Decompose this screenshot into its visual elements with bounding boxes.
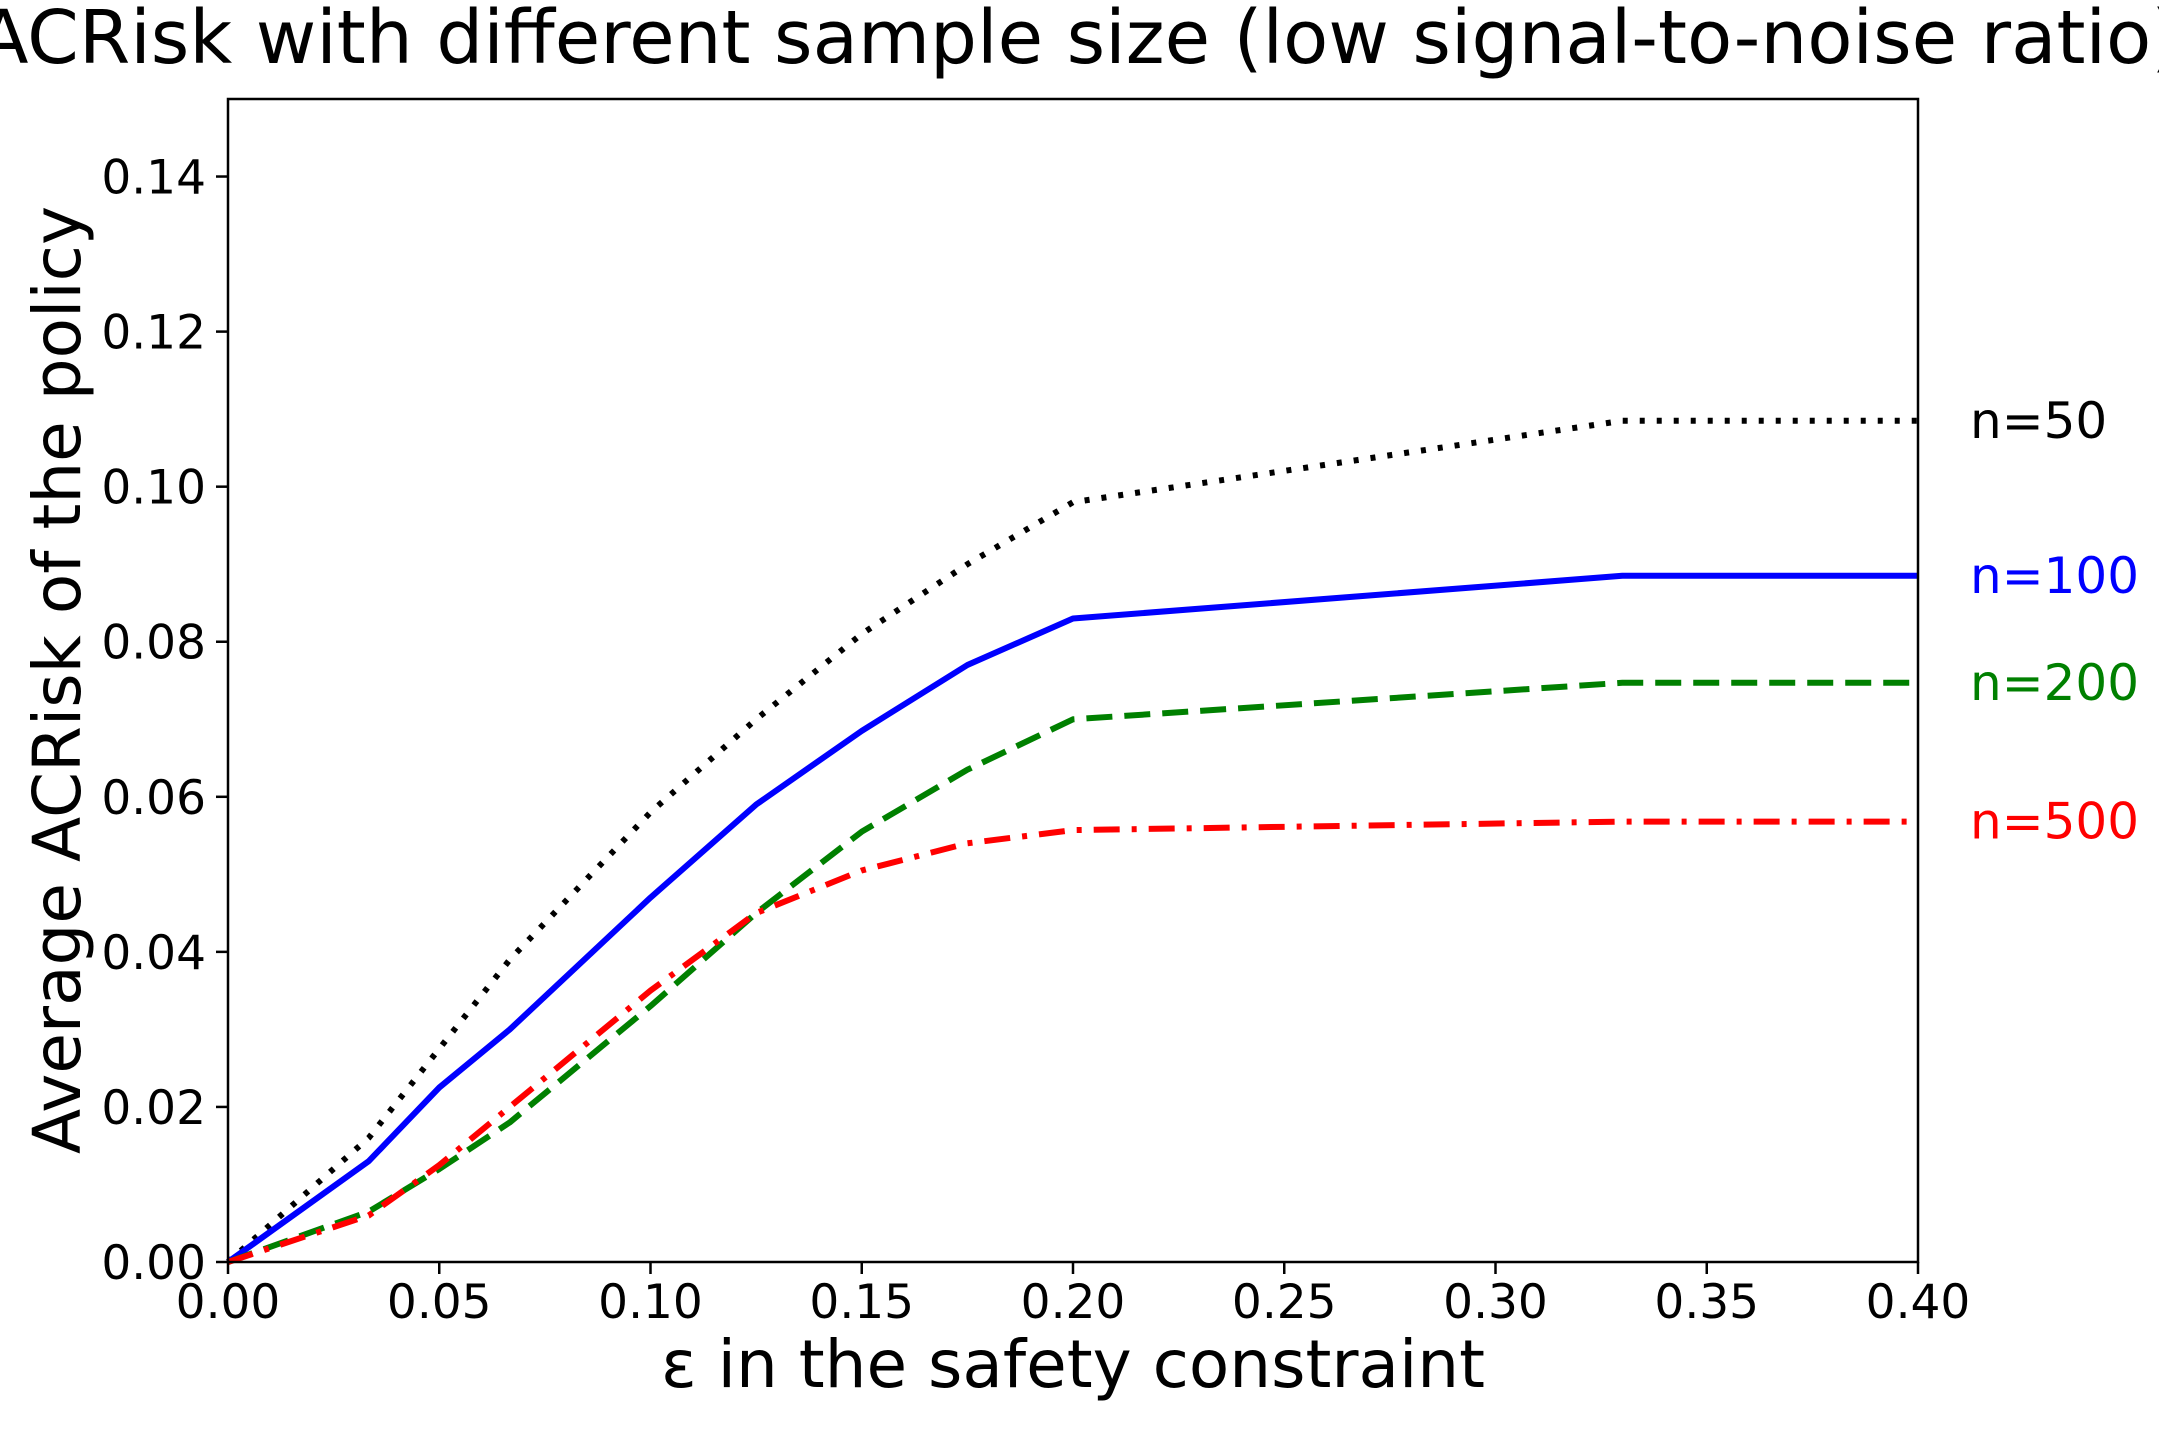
y-tick-label: 0.04 [101, 926, 206, 981]
x-tick-label: 0.40 [1866, 1275, 1971, 1330]
series-line-n-200 [226, 679, 1918, 1265]
x-axis-label: ε in the safety constraint [661, 1326, 1485, 1403]
y-tick-label: 0.00 [101, 1236, 206, 1291]
series-label: n=50 [1970, 392, 2107, 450]
series-label: n=100 [1970, 547, 2139, 605]
x-tick-label: 0.25 [1232, 1275, 1337, 1330]
x-tick-label: 0.05 [387, 1275, 492, 1330]
series-label: n=200 [1970, 654, 2139, 712]
y-axis: 0.00 0.02 0.04 0.06 0.08 0.10 0.12 0.14 [101, 151, 228, 1291]
y-tick-label: 0.08 [101, 616, 206, 671]
plot-area [226, 417, 1918, 1265]
y-tick-label: 0.12 [101, 306, 206, 361]
x-tick-label: 0.00 [176, 1275, 281, 1330]
x-tick-label: 0.30 [1443, 1275, 1548, 1330]
series-line-n-50 [226, 417, 1918, 1265]
y-tick-label: 0.06 [101, 771, 206, 826]
y-tick-label: 0.02 [101, 1081, 206, 1136]
series-labels: n=50 n=100 n=200 n=500 [1970, 392, 2139, 851]
x-tick-label: 0.35 [1654, 1275, 1759, 1330]
x-tick-label: 0.15 [809, 1275, 914, 1330]
y-tick-label: 0.14 [101, 151, 206, 206]
y-axis-label: Average ACRisk of the policy [19, 206, 96, 1154]
series-line-n-500 [227, 818, 1918, 1265]
x-tick-label: 0.20 [1021, 1275, 1126, 1330]
series-label: n=500 [1970, 793, 2139, 851]
series-line-n-100 [226, 572, 1918, 1265]
y-tick-label: 0.10 [101, 461, 206, 516]
chart-title: ACRisk with different sample size (low s… [0, 0, 2159, 81]
x-axis: 0.00 0.05 0.10 0.15 0.20 0.25 0.30 0.35 0.40 [176, 1262, 1971, 1330]
x-tick-label: 0.10 [598, 1275, 703, 1330]
